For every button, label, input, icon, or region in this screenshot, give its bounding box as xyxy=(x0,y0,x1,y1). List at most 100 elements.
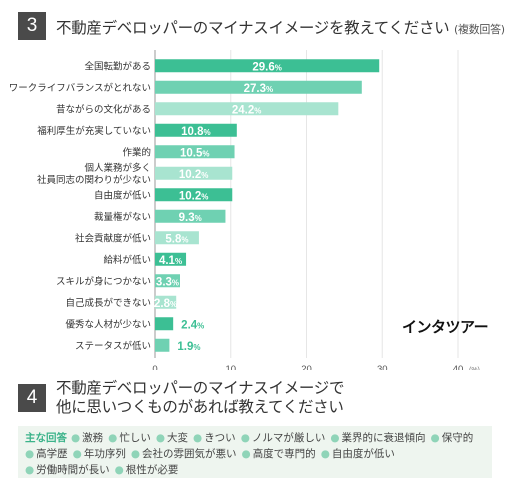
category-label-6: 個人業務が多く社員同志の関わりが少ない xyxy=(37,162,151,186)
answer-item-text: 高学歴 xyxy=(36,448,68,460)
answer-item-text: 保守的 xyxy=(441,432,474,444)
bar-13 xyxy=(155,317,174,331)
value-label-8: 9.3% xyxy=(179,212,202,224)
value-label-10: 4.1% xyxy=(159,255,182,267)
answer-item: ● 大変 xyxy=(156,430,188,446)
answer-item-text: 自由度が低い xyxy=(331,448,395,460)
answer-item-text: 大変 xyxy=(167,432,189,444)
answer-item: ● ノルマが厳しい xyxy=(241,430,326,446)
bullet-dot-icon: ● xyxy=(25,464,35,476)
answer-item: ● 高度で専門的 xyxy=(242,446,316,462)
answer-item: ● 高学歴 xyxy=(25,446,68,462)
category-label-13: 優秀な人材が少ない xyxy=(65,318,151,330)
bar-14 xyxy=(155,338,170,352)
bar-chart: 全国転勤がある 29.6% ワークライフバランスがとれない 27.3% 昔ながらの文化が… xyxy=(9,50,480,370)
category-label-5: 作業的 xyxy=(122,146,151,158)
answer-item-text: 高度で専門的 xyxy=(252,448,316,460)
answer-item: ● きつい xyxy=(193,430,236,446)
value-label-13: 2.4% xyxy=(181,319,204,331)
question-3-title: 不動産デベロッパーのマイナスイメージを教えてください (複数回答) xyxy=(56,16,505,38)
question-4-title-line-1: 不動産デベロッパーのマイナスイメージで xyxy=(56,379,345,397)
answer-item: ● 自由度が低い xyxy=(321,446,395,462)
answer-item-text: 業界的に衰退傾向 xyxy=(341,432,426,444)
answers-list: ● 激務 ● 忙しい ● 大変 ● きつい ● ノルマが厳しい ● 業界的に衰退傾向 ● 保守的● 高学歴 ●… xyxy=(25,432,478,476)
bar-5 xyxy=(155,145,235,159)
category-label-2: ワークライフバランスがとれない xyxy=(9,82,151,94)
bullet-dot-icon: ● xyxy=(155,432,166,444)
answers-lead: 主な回答 xyxy=(25,432,67,444)
category-label-1: 全国転勤がある xyxy=(84,60,151,72)
answer-item-text: 会社の雰囲気が悪い xyxy=(142,448,237,460)
value-label-5: 10.5% xyxy=(180,147,210,159)
bar-1 xyxy=(155,59,380,73)
bullet-dot-icon: ● xyxy=(330,432,340,444)
value-label-4: 10.8% xyxy=(181,126,211,138)
bullet-dot-icon: ● xyxy=(114,464,124,476)
x-tick-label-0: 0 xyxy=(152,364,157,370)
bullet-dot-icon: ● xyxy=(193,432,203,444)
x-tick-label-20: 20 xyxy=(301,364,312,370)
value-label-1: 29.6% xyxy=(252,61,282,73)
bullet-dot-icon: ● xyxy=(71,432,81,444)
bar-3 xyxy=(155,102,339,116)
bullet-dot-icon: ● xyxy=(72,448,82,460)
bar-2 xyxy=(155,80,362,94)
bullet-dot-icon: ● xyxy=(25,448,35,460)
category-label-3: 昔ながらの文化がある xyxy=(56,103,151,115)
question-4-title-line-2: 他に思いつくものがあれば教えてください xyxy=(56,398,344,416)
answer-item: ● 根性が必要 xyxy=(115,462,179,478)
category-label-7: 自由度が低い xyxy=(94,189,151,201)
value-label-14: 1.9% xyxy=(177,341,200,353)
bar-4 xyxy=(155,123,237,137)
value-label-9: 5.8% xyxy=(165,233,188,245)
answer-item-text: 年功序列 xyxy=(83,448,126,460)
answer-item-text: 根性が必要 xyxy=(125,464,179,476)
value-label-7: 10.2% xyxy=(179,190,209,202)
bar-11 xyxy=(155,274,180,288)
category-label-10: 給料が低い xyxy=(103,254,151,266)
value-label-2: 27.3% xyxy=(244,83,274,95)
category-label-4: 福利厚生が充実していない xyxy=(37,125,151,137)
bar-12 xyxy=(155,295,177,309)
question-4-number: 4 xyxy=(18,384,46,412)
bar-10 xyxy=(155,252,187,266)
value-label-12: 2.8% xyxy=(154,298,177,310)
value-label-3: 24.2% xyxy=(232,104,262,116)
bullet-dot-icon: ● xyxy=(240,432,250,444)
bullet-dot-icon: ● xyxy=(241,448,251,460)
bar-8 xyxy=(155,209,226,223)
value-label-6: 10.2% xyxy=(179,169,209,181)
category-label-11: スキルが身につかない xyxy=(56,275,151,287)
answer-item: ● 労働時間が長い xyxy=(25,462,110,478)
bar-9 xyxy=(155,231,199,245)
question-3-number: 3 xyxy=(18,12,46,40)
answer-item: ● 激務 xyxy=(71,430,103,446)
brand-logo-text: インタツアー xyxy=(402,318,489,336)
answer-item: ● 年功序列 xyxy=(73,446,126,462)
bar-6 xyxy=(155,166,233,180)
category-label-8: 裁量権がない xyxy=(94,211,151,223)
question-3-note: (複数回答) xyxy=(453,23,505,36)
answer-item: ● 忙しい xyxy=(108,430,151,446)
bullet-dot-icon: ● xyxy=(130,448,141,460)
x-tick-label-10: 10 xyxy=(225,364,236,370)
answer-item-text: ノルマが厳しい xyxy=(251,432,326,444)
x-tick-label-40: 40 xyxy=(453,364,464,370)
answer-item: ● 業界的に衰退傾向 xyxy=(330,430,425,446)
answer-item-text: きつい xyxy=(204,432,236,444)
value-label-11: 3.3% xyxy=(156,276,179,288)
bullet-dot-icon: ● xyxy=(320,448,330,460)
category-label-12: 自己成長ができない xyxy=(65,297,151,309)
x-tick-label-30: 30 xyxy=(377,364,388,370)
x-unit-label: (%) xyxy=(469,367,480,370)
answer-item-text: 労働時間が長い xyxy=(36,464,110,476)
bullet-dot-icon: ● xyxy=(108,432,118,444)
answer-item-text: 忙しい xyxy=(119,432,151,444)
answer-item: ● 会社の雰囲気が悪い xyxy=(131,446,237,462)
answer-item-text: 激務 xyxy=(82,432,104,444)
category-label-9: 社会貢献度が低い xyxy=(75,232,151,244)
answers-box: 主な回答 ● 激務 ● 忙しい ● 大変 ● きつい ● ノルマが厳しい ● 業界的に衰退傾向 ● 保守的●… xyxy=(18,426,492,478)
category-label-14: ステータスが低い xyxy=(75,340,151,352)
answer-item: ● 保守的 xyxy=(431,430,474,446)
bar-7 xyxy=(155,188,233,202)
